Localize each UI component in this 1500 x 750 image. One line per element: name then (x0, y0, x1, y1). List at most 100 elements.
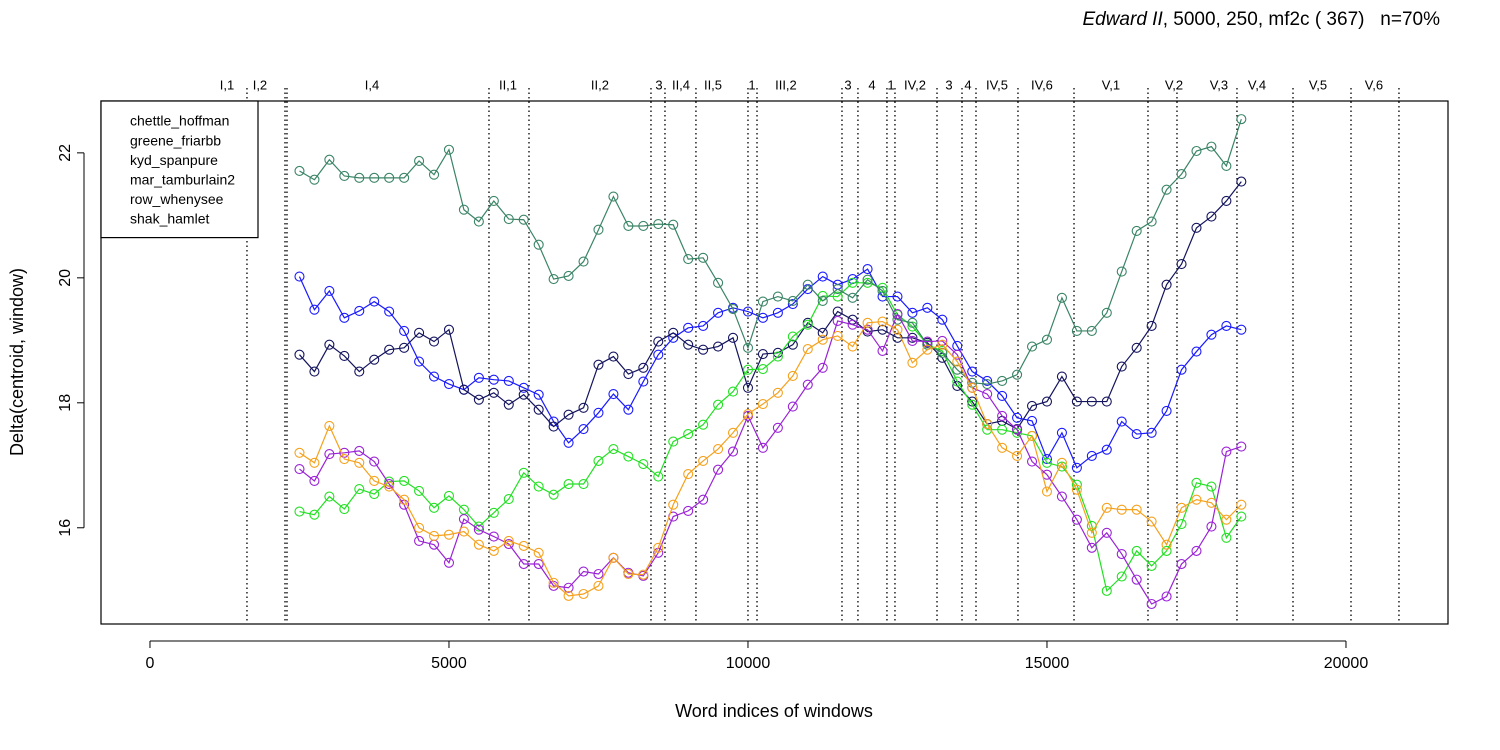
plot-frame (100, 100, 1449, 625)
data-point (324, 154, 335, 165)
data-point (1071, 462, 1082, 473)
data-point (503, 535, 514, 546)
data-point (1101, 444, 1112, 455)
data-point (653, 471, 664, 482)
data-point (907, 317, 918, 328)
data-point (1236, 511, 1247, 522)
data-point (907, 307, 918, 318)
data-point (1221, 514, 1232, 525)
data-point (473, 394, 484, 405)
data-point (1116, 504, 1127, 515)
data-point (518, 382, 529, 393)
data-point (727, 332, 739, 343)
data-point (698, 320, 709, 331)
data-point (1026, 456, 1038, 467)
data-point (294, 506, 305, 517)
data-point (458, 204, 469, 215)
data-point (1041, 396, 1053, 407)
data-point (937, 339, 948, 350)
data-point (473, 216, 484, 227)
data-point (907, 332, 918, 343)
legend-label: row_whenysee (130, 191, 224, 207)
data-point (593, 455, 604, 466)
scene-label: II,5 (704, 77, 722, 92)
data-point (683, 505, 694, 516)
data-point (354, 172, 365, 183)
data-point (309, 174, 320, 185)
scene-label: IV,5 (986, 77, 1008, 92)
data-point (847, 292, 858, 303)
data-point (458, 526, 469, 537)
scene-label: III,2 (775, 77, 797, 92)
data-point (399, 494, 410, 505)
data-point (578, 566, 589, 577)
data-point (294, 165, 305, 177)
data-point (1176, 518, 1187, 530)
data-point (354, 445, 365, 456)
data-point (548, 577, 559, 588)
data-point (488, 545, 499, 556)
data-point (309, 366, 320, 377)
data-point (982, 418, 993, 430)
data-point (653, 349, 664, 360)
data-point (698, 419, 709, 430)
data-point (713, 341, 724, 352)
data-point (653, 336, 664, 347)
data-point (1146, 598, 1157, 610)
data-point (698, 494, 709, 505)
data-point (772, 351, 783, 362)
data-point (309, 509, 320, 520)
data-point (384, 344, 395, 355)
data-point (1116, 571, 1127, 582)
data-point (802, 279, 813, 290)
data-point (772, 291, 783, 302)
data-point (578, 478, 589, 490)
data-point (668, 327, 679, 338)
data-point (907, 321, 918, 332)
title-rest: , 5000, 250, mf2c ( 367) n=70% (1163, 9, 1440, 30)
data-point (1131, 225, 1142, 237)
data-point (877, 345, 888, 356)
data-point (518, 558, 529, 570)
data-point (817, 327, 828, 338)
data-point (428, 169, 440, 180)
data-point (1206, 521, 1217, 532)
data-point (369, 456, 380, 467)
data-point (683, 428, 694, 440)
series-line (298, 268, 1242, 469)
data-point (503, 375, 514, 386)
data-point (548, 421, 559, 432)
legend-label: kyd_spanpure (130, 152, 218, 168)
data-point (1206, 211, 1217, 222)
data-point (548, 274, 559, 285)
data-point (354, 305, 365, 316)
data-point (578, 256, 589, 267)
data-point (443, 144, 455, 155)
x-tick-label: 10000 (726, 655, 771, 672)
data-point (1161, 405, 1172, 416)
data-point (787, 331, 798, 342)
data-point (1221, 160, 1232, 172)
data-point (1146, 516, 1157, 527)
data-point (1176, 364, 1187, 375)
series-line (299, 320, 1242, 597)
data-point (414, 327, 425, 338)
data-point (638, 220, 649, 232)
data-point (1221, 446, 1232, 457)
data-point (443, 379, 455, 390)
data-point (414, 535, 425, 546)
data-point (1191, 346, 1202, 357)
data-point (518, 214, 529, 225)
data-point (1071, 396, 1082, 407)
data-point (772, 387, 783, 398)
data-point (294, 349, 305, 360)
data-point (324, 339, 335, 350)
data-point (533, 558, 544, 570)
data-point (339, 350, 350, 361)
data-point (1041, 486, 1053, 497)
series-line (299, 282, 1242, 593)
data-point (443, 529, 455, 540)
data-point (757, 296, 768, 307)
data-point (428, 502, 440, 513)
data-point (1012, 424, 1023, 435)
